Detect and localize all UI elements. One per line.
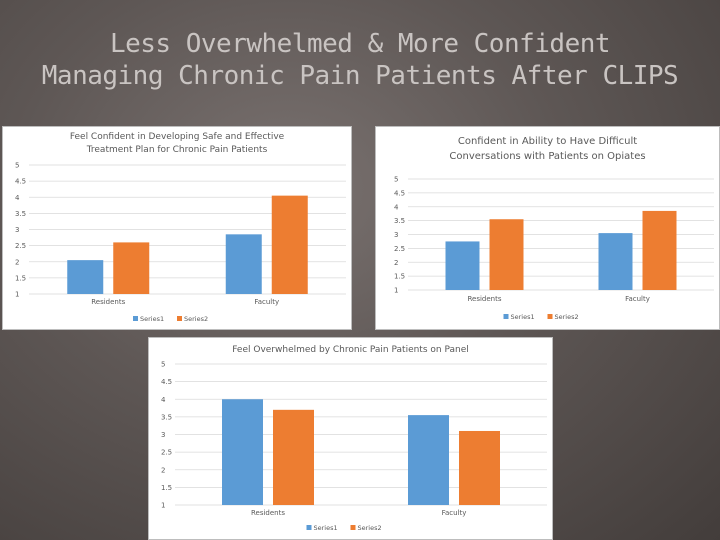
bar-faculty-series1 bbox=[408, 415, 449, 505]
y-tick-label: 4.5 bbox=[15, 178, 26, 186]
chart-title-line: Feel Overwhelmed by Chronic Pain Patient… bbox=[232, 345, 469, 355]
bar-residents-series1 bbox=[222, 399, 263, 505]
y-tick-label: 5 bbox=[161, 361, 165, 369]
chart-panel-confident-treatment-plan: Feel Confident in Developing Safe and Ef… bbox=[2, 126, 352, 330]
chart-1-svg: Confident in Ability to Have Difficult Co… bbox=[394, 136, 714, 321]
legend-swatch bbox=[306, 525, 312, 530]
bar-faculty-series2 bbox=[459, 430, 500, 505]
y-tick-label: 3 bbox=[15, 226, 19, 234]
y-tick-label: 4.5 bbox=[394, 189, 405, 197]
y-tick-label: 3 bbox=[161, 431, 165, 439]
legend-label: Series1 bbox=[511, 313, 535, 321]
chart-title-line: Conversations with Patients on Opiates bbox=[449, 151, 645, 162]
y-tick-label: 3.5 bbox=[161, 413, 172, 421]
bar-faculty-series2 bbox=[271, 195, 308, 294]
y-tick-label: 3.5 bbox=[15, 210, 26, 218]
bar-residents-series2 bbox=[113, 242, 150, 294]
legend-label: Series1 bbox=[140, 315, 164, 323]
y-tick-label: 1.5 bbox=[15, 274, 26, 282]
x-category-label: Faculty bbox=[625, 295, 650, 303]
y-tick-label: 4 bbox=[15, 194, 20, 202]
y-tick-label: 1.5 bbox=[394, 273, 405, 281]
y-tick-label: 1 bbox=[15, 291, 19, 299]
legend-swatch bbox=[177, 316, 182, 321]
y-tick-label: 3 bbox=[394, 231, 398, 239]
legend-label: Series2 bbox=[555, 313, 579, 321]
legend-swatch bbox=[547, 314, 553, 319]
slide-title: Less Overwhelmed & More Confident Managi… bbox=[0, 28, 720, 92]
x-category-label: Residents bbox=[91, 298, 125, 306]
y-tick-label: 2.5 bbox=[161, 449, 172, 457]
legend-label: Series2 bbox=[358, 524, 382, 532]
bar-faculty-series1 bbox=[225, 234, 262, 294]
chart-title-line: Feel Confident in Developing Safe and Ef… bbox=[70, 132, 285, 142]
y-tick-label: 4 bbox=[394, 203, 399, 211]
bar-faculty-series1 bbox=[598, 233, 633, 290]
slide-title-line-2: Managing Chronic Pain Patients After CLI… bbox=[41, 61, 679, 91]
y-tick-label: 5 bbox=[394, 176, 398, 184]
legend-swatch bbox=[133, 316, 138, 321]
y-tick-label: 5 bbox=[15, 162, 19, 170]
legend-label: Series2 bbox=[184, 315, 208, 323]
chart-panel-confident-conversations: Confident in Ability to Have Difficult Co… bbox=[375, 126, 720, 330]
x-category-label: Faculty bbox=[254, 298, 279, 306]
y-tick-label: 2 bbox=[394, 259, 398, 267]
bar-faculty-series2 bbox=[642, 210, 677, 290]
chart-panel-feel-overwhelmed: Feel Overwhelmed by Chronic Pain Patient… bbox=[148, 337, 553, 540]
legend-label: Series1 bbox=[314, 524, 338, 532]
y-tick-label: 4.5 bbox=[161, 378, 172, 386]
legend-swatch bbox=[503, 314, 509, 319]
chart-title-line: Treatment Plan for Chronic Pain Patients bbox=[86, 145, 268, 155]
bar-residents-series1 bbox=[67, 260, 104, 294]
bar-residents-series1 bbox=[445, 241, 480, 290]
y-tick-label: 3.5 bbox=[394, 217, 405, 225]
bar-residents-series2 bbox=[273, 409, 314, 505]
y-tick-label: 2 bbox=[15, 258, 19, 266]
bar-residents-series2 bbox=[489, 219, 524, 290]
y-tick-label: 1 bbox=[394, 287, 398, 295]
y-tick-label: 2 bbox=[161, 466, 165, 474]
y-tick-label: 2.5 bbox=[15, 242, 26, 250]
x-category-label: Residents bbox=[251, 509, 285, 517]
y-tick-label: 4 bbox=[161, 396, 166, 404]
y-tick-label: 1 bbox=[161, 502, 165, 510]
y-tick-label: 1.5 bbox=[161, 484, 172, 492]
chart-title-line: Confident in Ability to Have Difficult bbox=[458, 136, 637, 147]
slide-title-line-1: Less Overwhelmed & More Confident bbox=[109, 29, 611, 59]
chart-2-svg: Feel Overwhelmed by Chronic Pain Patient… bbox=[161, 345, 547, 532]
legend-swatch bbox=[350, 525, 356, 530]
chart-0-svg: Feel Confident in Developing Safe and Ef… bbox=[15, 132, 346, 323]
x-category-label: Residents bbox=[467, 295, 501, 303]
x-category-label: Faculty bbox=[442, 509, 467, 517]
y-tick-label: 2.5 bbox=[394, 245, 405, 253]
